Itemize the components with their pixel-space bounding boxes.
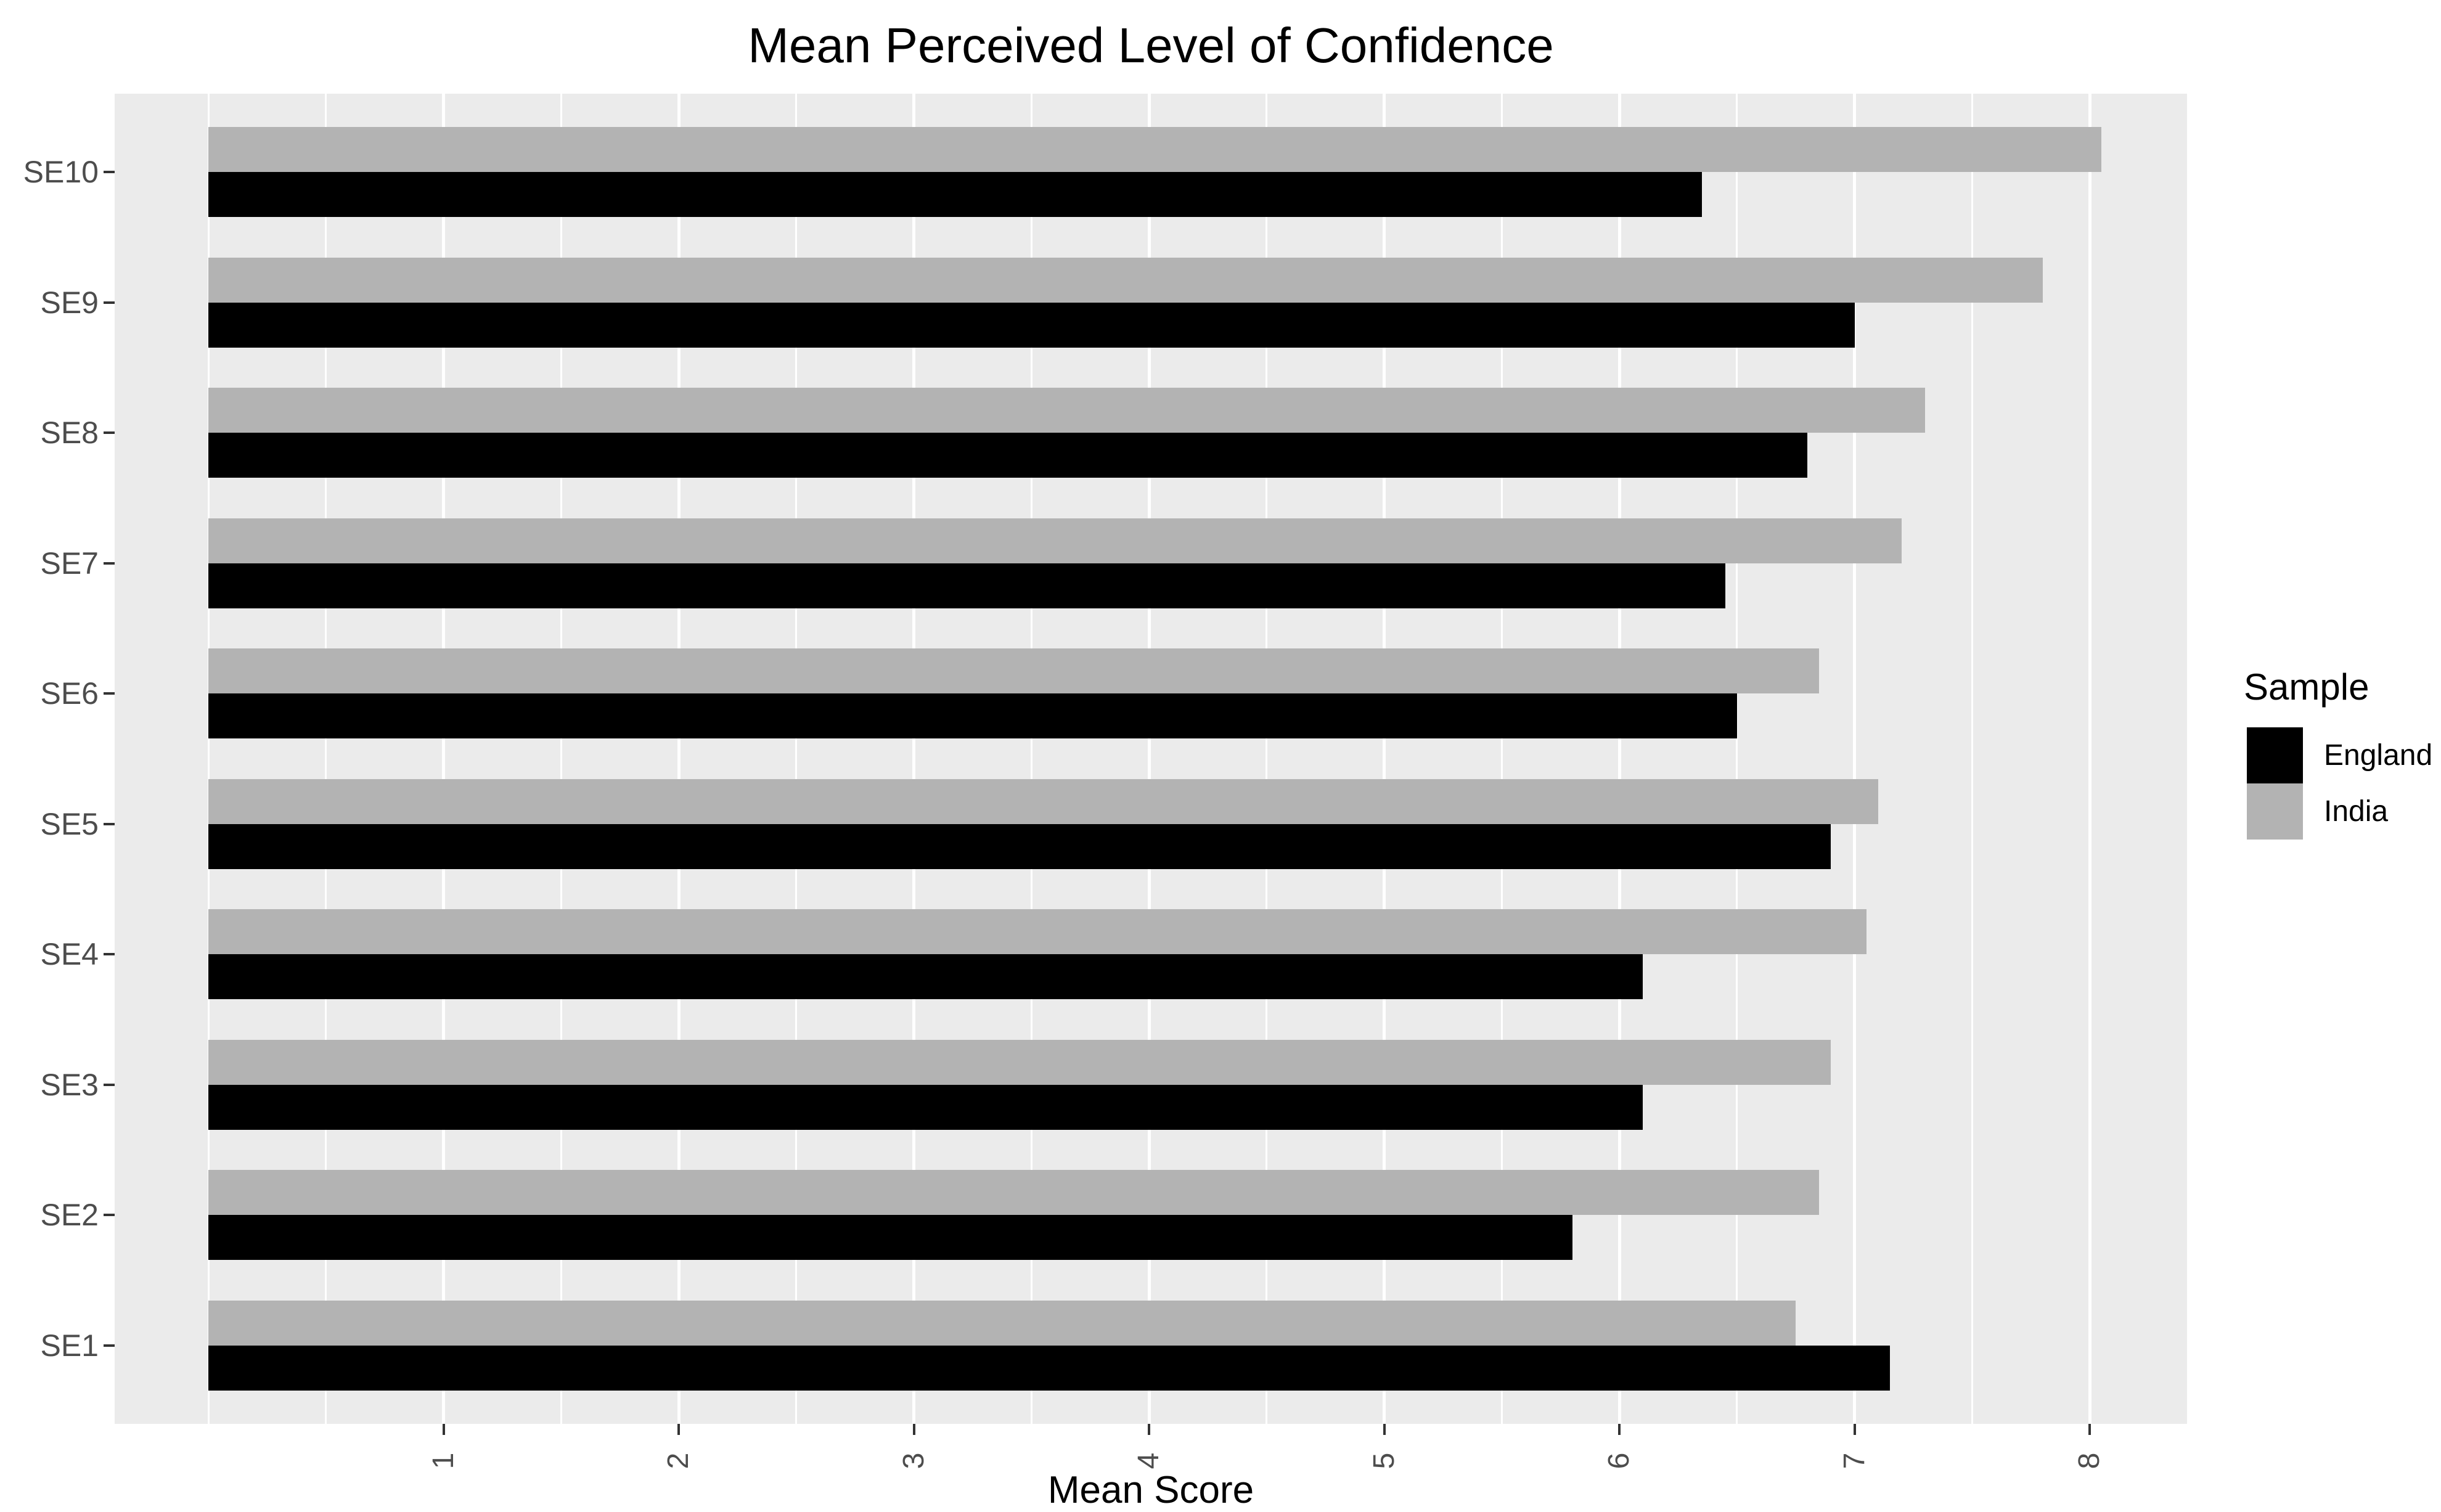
bar-england-SE8	[208, 433, 1808, 478]
legend-swatch-england	[2247, 727, 2303, 783]
gridline-major-x7	[1853, 94, 1856, 1424]
x-tick-7	[1853, 1424, 1856, 1435]
legend-title: Sample	[2244, 666, 2369, 708]
gridline-minor-x5.5	[1500, 94, 1503, 1424]
legend: Sample England India	[2244, 666, 2441, 851]
x-tick-8	[2088, 1424, 2091, 1435]
chart-title: Mean Perceived Level of Confidence	[748, 18, 1554, 73]
legend-label-england: England	[2324, 739, 2433, 772]
bar-england-SE2	[208, 1215, 1572, 1261]
bar-india-SE2	[208, 1170, 1820, 1216]
plot-panel	[115, 94, 2187, 1424]
gridline-minor-x3.5	[1030, 94, 1032, 1424]
x-tick-4	[1148, 1424, 1150, 1435]
bar-india-SE6	[208, 648, 1820, 694]
bar-india-SE4	[208, 909, 1867, 955]
y-tick-SE8	[104, 431, 115, 435]
y-tick-SE7	[104, 562, 115, 565]
x-tick-6	[1618, 1424, 1621, 1435]
gridline-major-x4	[1147, 94, 1151, 1424]
x-tick-2	[677, 1424, 680, 1435]
gridline-minor-x0	[207, 94, 210, 1424]
y-tick-label-SE5: SE5	[40, 806, 99, 841]
y-tick-SE4	[104, 953, 115, 956]
legend-swatch-india	[2247, 783, 2303, 840]
x-tick-1	[442, 1424, 445, 1435]
gridline-major-x2	[677, 94, 681, 1424]
y-tick-SE1	[104, 1344, 115, 1347]
bar-england-SE3	[208, 1084, 1643, 1130]
y-tick-label-SE4: SE4	[40, 937, 99, 972]
bar-england-SE4	[208, 954, 1643, 1000]
y-tick-label-SE8: SE8	[40, 415, 99, 451]
bar-india-SE5	[208, 778, 1878, 824]
y-tick-SE3	[104, 1083, 115, 1086]
bar-india-SE3	[208, 1039, 1831, 1085]
y-tick-SE5	[104, 822, 115, 825]
bar-england-SE7	[208, 563, 1725, 608]
gridline-minor-x7.5	[1971, 94, 1973, 1424]
bar-india-SE7	[208, 518, 1902, 563]
y-tick-label-SE6: SE6	[40, 676, 99, 711]
gridline-major-x1	[442, 94, 445, 1424]
bar-india-SE10	[208, 126, 2102, 172]
gridline-minor-x4.5	[1265, 94, 1268, 1424]
x-tick-5	[1383, 1424, 1386, 1435]
y-tick-label-SE9: SE9	[40, 285, 99, 320]
bar-england-SE5	[208, 823, 1831, 869]
bar-england-SE6	[208, 693, 1737, 739]
gridline-major-x8	[2088, 94, 2091, 1424]
gridline-major-x3	[912, 94, 915, 1424]
gridline-major-x6	[1617, 94, 1621, 1424]
bar-england-SE10	[208, 171, 1702, 217]
gridline-major-x5	[1383, 94, 1386, 1424]
legend-label-india: India	[2324, 795, 2389, 828]
y-tick-label-SE2: SE2	[40, 1198, 99, 1233]
y-tick-SE10	[104, 170, 115, 173]
y-tick-label-SE3: SE3	[40, 1067, 99, 1102]
gridline-minor-x1.5	[560, 94, 562, 1424]
gridline-minor-x6.5	[1736, 94, 1738, 1424]
gridline-minor-x0.5	[325, 94, 327, 1424]
y-tick-SE6	[104, 692, 115, 695]
bar-india-SE8	[208, 388, 1925, 433]
bar-england-SE9	[208, 302, 1855, 348]
y-tick-label-SE1: SE1	[40, 1328, 99, 1363]
x-axis-title: Mean Score	[1047, 1469, 1254, 1511]
y-tick-SE9	[104, 301, 115, 304]
y-tick-label-SE10: SE10	[23, 154, 99, 189]
y-tick-label-SE7: SE7	[40, 546, 99, 581]
bar-england-SE1	[208, 1346, 1890, 1391]
gridline-minor-x2.5	[795, 94, 798, 1424]
y-tick-SE2	[104, 1214, 115, 1217]
bar-india-SE9	[208, 257, 2043, 303]
x-tick-3	[912, 1424, 915, 1435]
bar-india-SE1	[208, 1301, 1796, 1346]
